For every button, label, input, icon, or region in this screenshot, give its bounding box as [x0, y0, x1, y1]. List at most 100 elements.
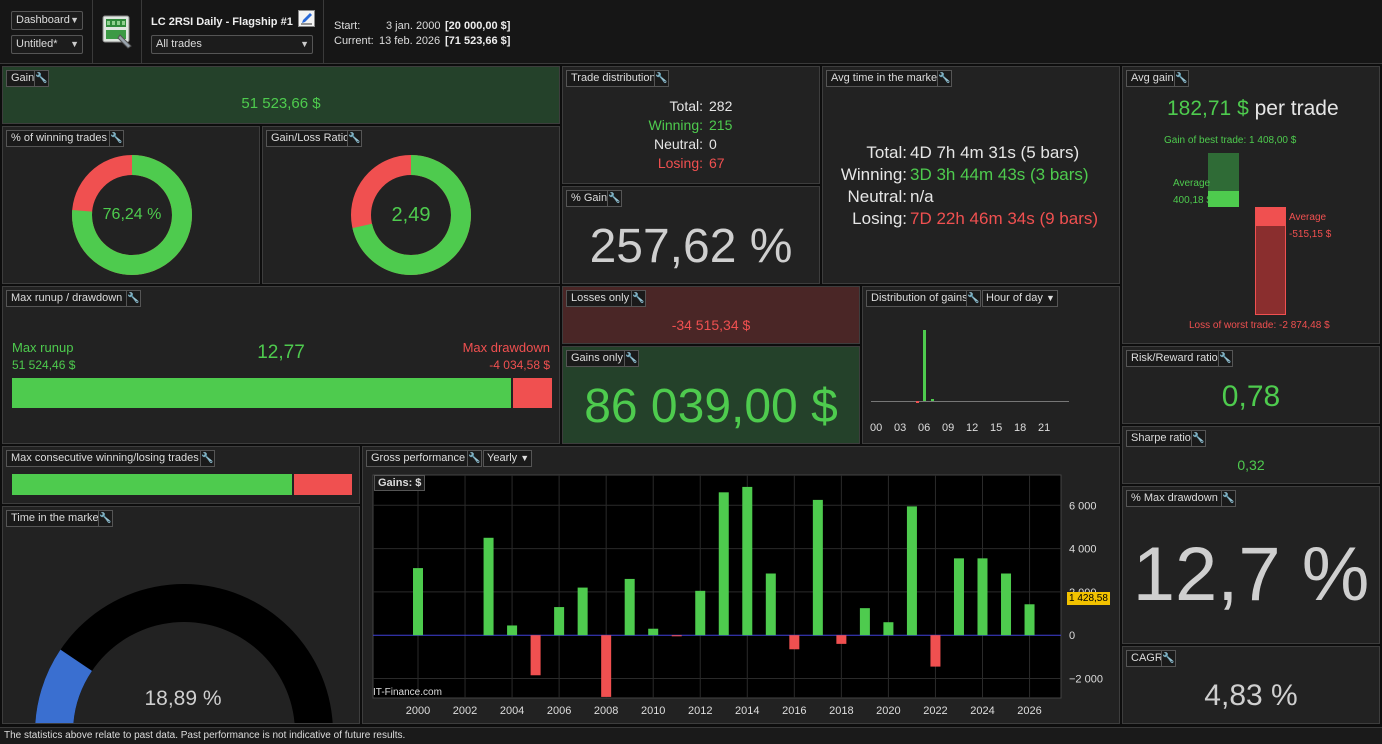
- winning-label: Winning:: [840, 165, 907, 184]
- document-select[interactable]: Untitled* ▼: [11, 35, 83, 54]
- max-drawdown-panel: % Max drawdown 🔧 12,7 %: [1122, 486, 1380, 644]
- last-value-marker: 1 428,58: [1067, 592, 1110, 605]
- panel-title: % Gain: [566, 190, 613, 207]
- wrench-icon[interactable]: 🔧: [607, 190, 622, 207]
- bar-2021: [906, 506, 917, 636]
- strategy-title: LC 2RSI Daily - Flagship #1: [151, 16, 293, 28]
- period-select[interactable]: Yearly ▼: [483, 450, 533, 467]
- time-gauge: [35, 584, 333, 723]
- distribution-gains-panel: Distribution of gains 🔧 Hour of day ▼ 00 …: [862, 286, 1120, 444]
- hour-of-day-select[interactable]: Hour of day ▼: [982, 290, 1058, 307]
- panel-title: Losses only: [566, 290, 635, 307]
- x-tick-label: 2012: [688, 705, 712, 717]
- avg-win-value: 400,18 $: [1173, 195, 1212, 206]
- disclaimer-footer: The statistics above relate to past data…: [0, 727, 1382, 744]
- hour-tick: 21: [1038, 422, 1051, 434]
- wrench-icon[interactable]: 🔧: [467, 450, 482, 467]
- bar-2024: [977, 558, 988, 636]
- wrench-icon[interactable]: 🔧: [126, 290, 141, 307]
- wrench-icon[interactable]: 🔧: [1161, 650, 1176, 667]
- edit-icon[interactable]: [298, 10, 315, 27]
- bar-2006: [554, 607, 565, 636]
- neutral-label: Neutral:: [847, 187, 907, 206]
- losses-value: -34 515,34 $: [671, 317, 751, 333]
- panel-title: Gain: [6, 70, 40, 87]
- win-donut: [72, 155, 192, 275]
- winning-label: Winning:: [648, 117, 703, 133]
- hour-tick: 00: [870, 422, 883, 434]
- wrench-icon[interactable]: 🔧: [109, 130, 124, 147]
- bar-2020: [883, 622, 894, 636]
- drawdown-value: -4 034,58 $: [489, 358, 550, 372]
- start-label: Start:: [334, 20, 361, 32]
- dist-bar-07: [931, 399, 934, 401]
- bar-2015: [765, 573, 776, 636]
- wrench-icon[interactable]: 🔧: [347, 130, 362, 147]
- runup-ratio: 12,77: [257, 342, 305, 363]
- max-dd-value: 12,7 %: [1132, 532, 1370, 617]
- best-trade-label: Gain of best trade: 1 408,00 $: [1164, 135, 1297, 146]
- chevron-down-icon: ▼: [300, 39, 309, 49]
- panel-title: Avg gain: [1126, 70, 1179, 87]
- time-market-value: 18,89 %: [144, 687, 222, 710]
- panel-title: Trade distribution: [566, 70, 661, 87]
- wrench-icon[interactable]: 🔧: [631, 290, 646, 307]
- bar-2011: [671, 635, 682, 637]
- separator: [141, 0, 142, 64]
- y-tick-label: −2 000: [1069, 674, 1103, 686]
- chart-series-label: Gains: $: [374, 475, 426, 491]
- view-select[interactable]: Dashboard ▼: [11, 11, 83, 30]
- strategy-icon[interactable]: [102, 15, 134, 49]
- runup-value: 51 524,46 $: [12, 358, 76, 372]
- panel-title: Avg time in the market: [826, 70, 946, 87]
- neutral-value: n/a: [910, 187, 934, 206]
- x-tick-label: 2022: [923, 705, 947, 717]
- runup-drawdown-panel: Max runup / drawdown 🔧 Max runup 51 524,…: [2, 286, 560, 444]
- losses-only-panel: Losses only 🔧 -34 515,34 $: [562, 286, 860, 344]
- trades-filter-select[interactable]: All trades ▼: [151, 35, 313, 54]
- avg-win-bar: [1208, 191, 1239, 207]
- cagr-value: 4,83 %: [1204, 679, 1298, 712]
- x-tick-label: 2010: [641, 705, 665, 717]
- losing-label: Losing:: [852, 209, 907, 228]
- wrench-icon[interactable]: 🔧: [1174, 70, 1189, 87]
- wrench-icon[interactable]: 🔧: [1191, 430, 1206, 447]
- current-date: 13 feb. 2026: [379, 35, 441, 47]
- wrench-icon[interactable]: 🔧: [937, 70, 952, 87]
- hour-tick: 09: [942, 422, 955, 434]
- separator: [92, 0, 93, 64]
- win-pct-value: 76,24 %: [102, 206, 162, 223]
- x-tick-label: 2004: [500, 705, 524, 717]
- wrench-icon[interactable]: 🔧: [1221, 490, 1236, 507]
- panel-title: Time in the market: [6, 510, 107, 527]
- total-label: Total:: [866, 143, 907, 162]
- drawdown-label: Max drawdown: [462, 340, 550, 355]
- bar-2014: [742, 486, 753, 636]
- avg-loss-bar: [1255, 207, 1286, 226]
- wrench-icon[interactable]: 🔧: [624, 350, 639, 367]
- bar-2023: [953, 558, 964, 636]
- gain-loss-ratio-panel: Gain/Loss Ratio 🔧 2,49: [262, 126, 560, 284]
- x-tick-label: 2016: [782, 705, 806, 717]
- donut-gain: [351, 155, 471, 275]
- consecutive-trades-panel: Max consecutive winning/losing trades 🔧: [2, 446, 360, 504]
- wrench-icon[interactable]: 🔧: [98, 510, 113, 527]
- wrench-icon[interactable]: 🔧: [200, 450, 215, 467]
- bar-2010: [648, 628, 659, 636]
- ratio-donut: [351, 155, 471, 275]
- runup-label: Max runup: [12, 340, 74, 355]
- x-tick-label: 2014: [735, 705, 759, 717]
- sharpe-value: 0,32: [1237, 457, 1265, 473]
- panel-title: % Max drawdown: [1126, 490, 1223, 507]
- wrench-icon[interactable]: 🔧: [966, 290, 981, 307]
- sharpe-panel: Sharpe ratio 🔧 0,32: [1122, 426, 1380, 484]
- winning-value: 215: [709, 117, 733, 133]
- wrench-icon[interactable]: 🔧: [654, 70, 669, 87]
- total-value: 282: [709, 98, 733, 114]
- avg-loss-label: Average: [1289, 212, 1327, 223]
- wrench-icon[interactable]: 🔧: [34, 70, 49, 87]
- wrench-icon[interactable]: 🔧: [1218, 350, 1233, 367]
- total-value: 4D 7h 4m 31s (5 bars): [910, 143, 1080, 162]
- gross-performance-panel: Gross performance 🔧 Yearly ▼ 2000 2002 2004…: [362, 446, 1120, 724]
